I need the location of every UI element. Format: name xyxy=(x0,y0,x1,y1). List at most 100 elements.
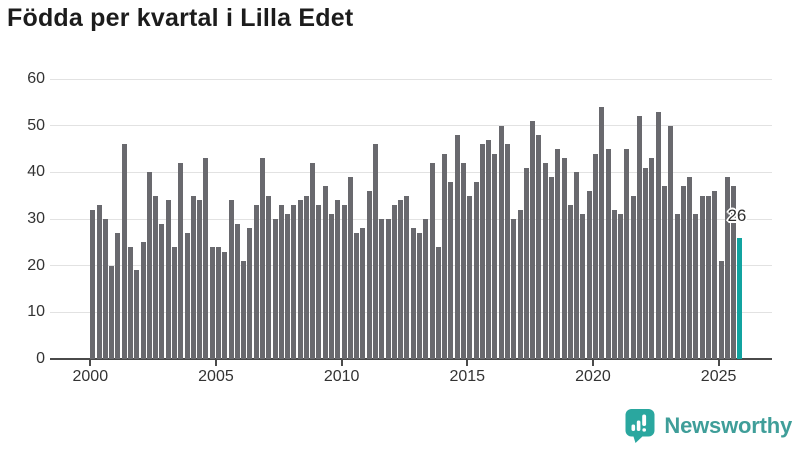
bar xyxy=(310,163,316,359)
bar xyxy=(580,214,586,359)
bar xyxy=(259,158,265,359)
bar xyxy=(473,181,479,359)
bar xyxy=(222,251,228,359)
newsworthy-logo-icon xyxy=(625,409,655,443)
bar xyxy=(498,125,504,359)
bar xyxy=(360,228,366,359)
bar xyxy=(693,214,699,359)
bar xyxy=(297,200,303,359)
bar xyxy=(699,195,705,359)
y-tick-label: 20 xyxy=(27,256,45,274)
x-tick-label: 2025 xyxy=(700,368,737,385)
chart-title: Födda per kvartal i Lilla Edet xyxy=(7,4,354,32)
bar xyxy=(674,214,680,359)
bar xyxy=(429,163,435,359)
bar xyxy=(373,144,379,359)
bar xyxy=(153,195,159,359)
bar xyxy=(712,191,718,359)
bar xyxy=(548,177,554,359)
bar xyxy=(467,195,473,359)
bar xyxy=(178,163,184,359)
bar xyxy=(492,153,498,359)
bar xyxy=(454,135,460,359)
bar xyxy=(410,228,416,359)
y-gridline xyxy=(50,125,772,127)
bar xyxy=(190,195,196,359)
bar xyxy=(530,121,536,359)
bar xyxy=(90,209,96,359)
x-axis-tick xyxy=(89,360,92,366)
bar xyxy=(391,205,397,359)
bar xyxy=(171,247,177,359)
bar xyxy=(448,181,454,359)
x-tick-label: 2000 xyxy=(72,368,109,385)
bar xyxy=(618,214,624,359)
bar xyxy=(605,149,611,359)
y-tick-label: 40 xyxy=(27,163,45,181)
bar xyxy=(247,228,253,359)
y-tick-label: 30 xyxy=(27,210,45,227)
bar xyxy=(460,163,466,359)
bar xyxy=(561,158,567,359)
y-tick-label: 0 xyxy=(36,350,45,367)
bar xyxy=(536,135,542,359)
bar xyxy=(624,149,630,359)
x-axis-line xyxy=(50,358,772,360)
bar xyxy=(285,214,291,359)
x-axis-tick xyxy=(214,360,217,366)
bar xyxy=(121,144,127,359)
bar xyxy=(555,149,561,359)
bar xyxy=(586,191,592,359)
bar xyxy=(417,233,423,359)
bar xyxy=(724,177,730,359)
x-axis-tick xyxy=(466,360,469,366)
bar xyxy=(316,205,322,359)
x-tick-label: 2005 xyxy=(198,368,234,385)
bar xyxy=(687,177,693,359)
bar xyxy=(479,144,485,359)
bar xyxy=(241,261,247,359)
bar xyxy=(127,247,133,359)
bar xyxy=(184,233,190,359)
bar xyxy=(266,195,272,359)
bar xyxy=(159,223,165,359)
bar xyxy=(134,270,140,359)
bar xyxy=(423,219,429,359)
bar xyxy=(291,205,297,359)
bar xyxy=(636,116,642,359)
bar xyxy=(523,167,529,359)
y-gridline xyxy=(50,171,772,173)
bar xyxy=(649,158,655,359)
y-tick-label: 60 xyxy=(27,70,45,87)
bar xyxy=(209,247,215,359)
bar xyxy=(706,195,712,359)
y-tick-label: 10 xyxy=(27,303,45,321)
bar xyxy=(140,242,146,359)
y-gridline xyxy=(50,78,772,80)
bar xyxy=(567,205,573,359)
y-tick-label: 50 xyxy=(27,116,45,134)
bar xyxy=(278,205,284,359)
bar xyxy=(115,233,121,359)
bar xyxy=(366,191,372,359)
bar xyxy=(611,209,617,359)
x-tick-label: 2015 xyxy=(449,368,486,385)
bar xyxy=(215,247,221,359)
bar xyxy=(203,158,209,359)
bar-value-label: 26 xyxy=(727,205,747,225)
bar xyxy=(662,186,668,359)
bar xyxy=(599,107,605,359)
bar xyxy=(96,205,102,359)
bar xyxy=(197,200,203,359)
y-gridline xyxy=(50,218,772,220)
bar xyxy=(592,153,598,359)
bar xyxy=(630,195,636,359)
bar xyxy=(234,223,240,359)
bar xyxy=(347,177,353,359)
bar xyxy=(253,205,259,359)
x-axis-tick xyxy=(340,360,343,366)
bar xyxy=(102,219,108,359)
bar xyxy=(165,200,171,359)
